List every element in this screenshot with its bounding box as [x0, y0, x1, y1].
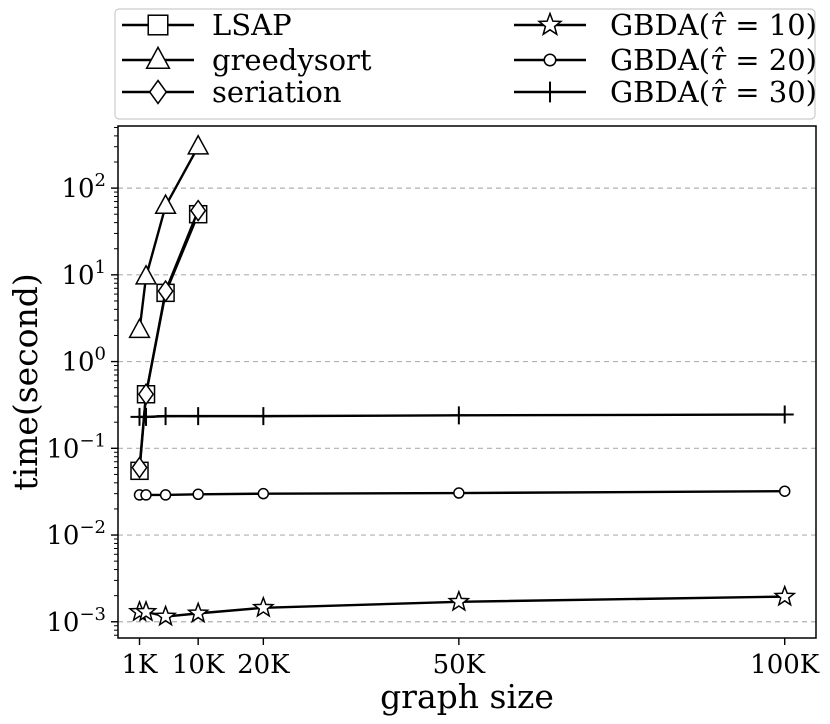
- data-point: [449, 406, 468, 425]
- data-point: [778, 485, 791, 497]
- legend-marker: [148, 79, 168, 105]
- data-point: [156, 407, 175, 426]
- data-point: [128, 317, 151, 339]
- x-tick-label: 50K: [433, 650, 486, 680]
- legend-label: LSAP: [212, 8, 292, 42]
- data-point: [154, 604, 178, 627]
- y-tick-label: 10−3: [46, 604, 106, 638]
- y-tick-label: 10−2: [46, 517, 106, 551]
- data-point: [159, 489, 172, 501]
- legend-label: GBDA(τ̂ = 20): [610, 43, 817, 77]
- data-point: [189, 407, 208, 426]
- data-point: [134, 599, 158, 622]
- legend-entry: GBDA(τ̂ = 10): [514, 8, 817, 42]
- legend-marker: [147, 14, 169, 36]
- series-line: [138, 213, 200, 471]
- data-point: [251, 595, 275, 618]
- gridlines: [118, 187, 816, 623]
- data-point: [186, 134, 210, 155]
- series-layer: [127, 134, 797, 627]
- legend-marker: [543, 53, 557, 67]
- series-line: [138, 146, 200, 331]
- x-tick-label: 1K: [122, 650, 159, 680]
- legend-label: GBDA(τ̂ = 10): [610, 8, 817, 42]
- y-axis-title: time(second): [6, 273, 45, 491]
- legend-entry: greedysort: [122, 43, 372, 77]
- x-axis: 1K 10K 20K 50K 100K: [122, 638, 820, 680]
- y-tick-label: 102: [61, 170, 106, 204]
- y-tick-label: 101: [61, 257, 106, 291]
- data-point: [192, 488, 204, 501]
- data-point: [137, 407, 156, 426]
- series-diamond: [131, 199, 207, 479]
- series-star: [127, 584, 797, 627]
- legend-entry: seriation: [122, 75, 342, 109]
- legend-label: greedysort: [212, 43, 372, 77]
- legend-label: GBDA(τ̂ = 30): [610, 75, 817, 109]
- data-point: [131, 456, 148, 479]
- legend-entry: GBDA(τ̂ = 20): [514, 43, 817, 77]
- data-point: [134, 264, 158, 285]
- legend-entry: LSAP: [122, 8, 292, 42]
- series-circle: [133, 485, 791, 501]
- y-tick-label: 10−1: [46, 430, 106, 464]
- data-point: [254, 407, 273, 426]
- series-triangle: [128, 134, 210, 339]
- legend-marker: [537, 11, 563, 37]
- series-plus: [130, 405, 794, 426]
- data-point: [453, 487, 465, 499]
- data-point: [137, 382, 155, 406]
- data-point: [186, 601, 210, 624]
- data-point: [257, 487, 270, 500]
- legend-marker: [539, 81, 561, 103]
- legend-entry: GBDA(τ̂ = 30): [514, 75, 817, 109]
- legend-label: seriation: [212, 75, 342, 109]
- legend-box: [114, 8, 816, 120]
- data-point: [140, 489, 152, 501]
- data-point: [775, 405, 794, 424]
- legend-marker: [145, 45, 171, 69]
- y-axis: 10−3 10−2 10−1 100 101 102: [46, 126, 118, 638]
- x-tick-label: 10K: [172, 650, 225, 680]
- x-tick-label: 100K: [750, 650, 820, 680]
- plot-area-frame: [117, 125, 817, 639]
- data-point: [154, 193, 177, 215]
- x-axis-title: graph size: [380, 677, 554, 716]
- data-point: [157, 279, 174, 303]
- data-point: [773, 584, 797, 607]
- series-line: [138, 210, 200, 468]
- x-tick-label: 20K: [237, 650, 290, 680]
- y-tick-label: 100: [61, 344, 106, 378]
- data-point: [190, 199, 207, 222]
- data-point: [447, 589, 471, 612]
